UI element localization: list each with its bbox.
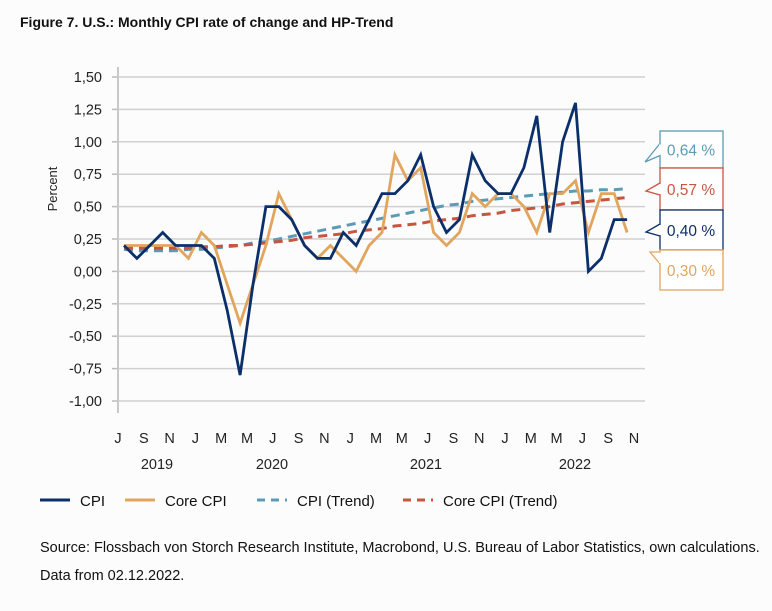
legend-label: CPI (Trend) (297, 493, 375, 510)
y-tick-label: 0,75 (74, 167, 102, 183)
x-tick-label: J (269, 431, 276, 447)
y-tick-label: 1,25 (74, 102, 102, 118)
callout-label: 0,57 % (667, 182, 715, 199)
x-tick-label: J (579, 431, 586, 447)
x-tick-label: J (501, 431, 508, 447)
y-tick-label: 0,50 (74, 200, 102, 216)
callout-box (659, 249, 724, 291)
series-line-cpi (123, 102, 628, 376)
callout-pointer (648, 251, 661, 265)
series-line-core-cpi-trend (124, 196, 628, 250)
y-tick-label: -0,75 (69, 362, 102, 378)
y-tick-label: -1,00 (69, 394, 102, 410)
callout-box (659, 209, 724, 251)
callout-box (659, 167, 724, 211)
x-tick-label: N (319, 431, 329, 447)
x-tick-label: M (525, 431, 537, 447)
callout-pointer (644, 223, 661, 237)
x-tick-label: J (347, 431, 354, 447)
y-tick-label: 0,00 (74, 264, 102, 280)
legend-label: Core CPI (Trend) (443, 493, 557, 510)
x-tick-label: M (215, 431, 227, 447)
x-tick-label: N (474, 431, 484, 447)
y-tick-label: -0,50 (69, 329, 102, 345)
year-label: 2020 (256, 457, 288, 473)
callout-label: 0,64 % (667, 143, 715, 160)
x-tick-label: S (449, 431, 459, 447)
x-tick-label: S (294, 431, 304, 447)
y-tick-label: 1,00 (74, 135, 102, 151)
x-tick-label: M (241, 431, 253, 447)
x-tick-label: N (164, 431, 174, 447)
x-tick-label: N (629, 431, 639, 447)
x-tick-label: S (603, 431, 613, 447)
callout-box (659, 130, 724, 169)
source-note: Source: Flossbach von Storch Research In… (40, 540, 760, 584)
callout-pointer (644, 182, 661, 196)
chart: 1,50 1,25 1,00 0,75 0,50 0,25 0,00 -0,25 -0,50 -0… (40, 67, 724, 510)
callout-pointer (644, 143, 661, 163)
x-tick-label: M (396, 431, 408, 447)
x-tick-label: S (139, 431, 149, 447)
x-tick-label: J (192, 431, 199, 447)
legend-label: CPI (80, 493, 105, 510)
x-tick-label: J (114, 431, 121, 447)
series-line-core-cpi (124, 150, 629, 328)
x-tick-label: J (424, 431, 431, 447)
year-label: 2022 (559, 457, 591, 473)
y-tick-label: 0,25 (74, 232, 102, 248)
callout-label: 0,30 % (667, 263, 715, 280)
y-tick-label: -0,25 (69, 297, 102, 313)
year-label: 2021 (410, 457, 442, 473)
x-tick-label: M (551, 431, 563, 447)
x-tick-label: M (370, 431, 382, 447)
legend-label: Core CPI (165, 493, 227, 510)
y-tick-label: 1,50 (74, 70, 102, 86)
chart-title: Figure 7. U.S.: Monthly CPI rate of chan… (20, 14, 394, 30)
series-line-cpi-trend (123, 187, 628, 253)
y-axis-label: Percent (45, 166, 60, 211)
callout-label: 0,40 % (667, 223, 715, 240)
year-label: 2019 (141, 457, 173, 473)
